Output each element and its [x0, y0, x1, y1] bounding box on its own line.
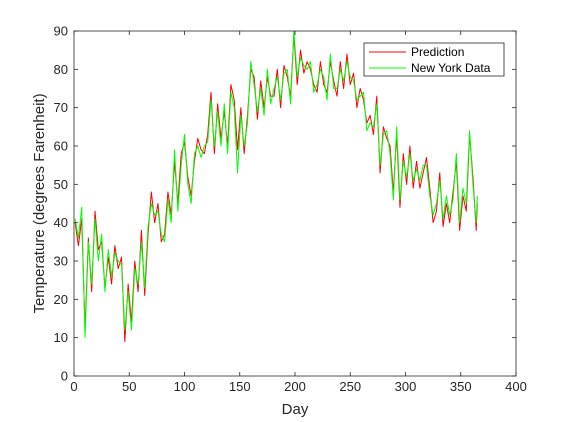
y-tick-label: 90: [54, 24, 68, 39]
legend-label-new-york-data: New York Data: [411, 61, 491, 75]
y-tick-label: 40: [54, 215, 68, 230]
y-tick-label: 30: [54, 254, 68, 269]
legend-label-prediction: Prediction: [411, 45, 464, 59]
x-axis-label: Day: [282, 401, 309, 418]
x-tick-label: 50: [122, 379, 136, 394]
x-tick-label: 200: [284, 379, 306, 394]
y-axis-label: Temperature (degrees Farenheit): [31, 93, 48, 313]
y-tick-label: 0: [61, 369, 68, 384]
x-tick-label: 400: [505, 379, 527, 394]
x-tick-label: 350: [450, 379, 472, 394]
legend-box: [363, 42, 505, 77]
y-tick-label: 20: [54, 292, 68, 307]
series-layer: [74, 30, 478, 342]
y-tick-label: 80: [54, 62, 68, 77]
x-tick-label: 0: [70, 379, 77, 394]
y-tick-label: 50: [54, 177, 68, 192]
x-tick-label: 300: [395, 379, 417, 394]
y-tick-label: 10: [54, 330, 68, 345]
plot-area-background: [74, 31, 516, 376]
x-tick-label: 100: [174, 379, 196, 394]
y-tick-label: 60: [54, 139, 68, 154]
x-tick-label: 150: [229, 379, 251, 394]
legend: Prediction New York Data: [363, 42, 505, 77]
y-tick-label: 70: [54, 100, 68, 115]
tick-layer: 0 50 100 150 200 250 300 350 400 0 10 20 30 40 50 60 70 8…: [54, 24, 527, 395]
x-tick-label: 250: [339, 379, 361, 394]
series-line-new-york-data: [74, 30, 478, 339]
